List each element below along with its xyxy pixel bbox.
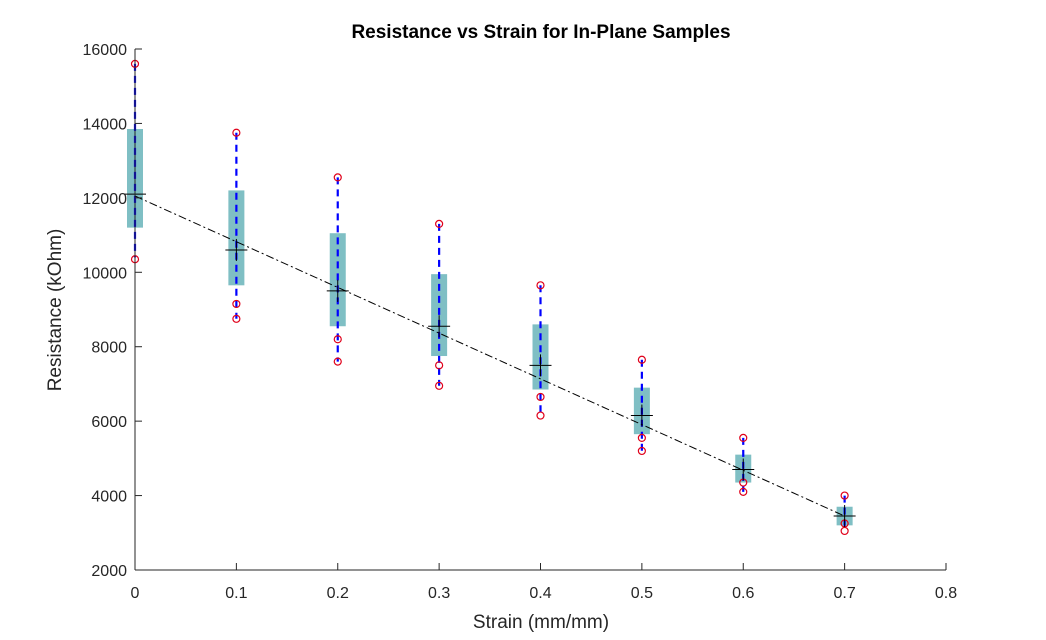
y-tick-label-2: 6000 <box>91 414 127 431</box>
y-axis-label: Resistance (kOhm) <box>45 229 66 392</box>
x-tick-label-6: 0.6 <box>732 585 754 602</box>
outlier-marker-4-0 <box>536 281 545 290</box>
outlier-marker-3-1 <box>435 361 444 370</box>
y-ticks: 2000 4000 6000 8000 10000 12000 14000 16000 <box>83 42 142 580</box>
y-tick-label-1: 4000 <box>91 489 127 506</box>
y-tick-label-6: 14000 <box>83 116 128 133</box>
mean-marker-3 <box>428 315 451 338</box>
outlier-marker-2-1 <box>333 335 342 344</box>
plot-area <box>124 59 856 536</box>
y-tick-label-5: 12000 <box>83 191 128 208</box>
box-3 <box>431 274 448 357</box>
fit-line <box>134 195 845 517</box>
box-group-3 <box>431 219 448 390</box>
x-tick-label-5: 0.5 <box>631 585 653 602</box>
y-tick-label-0: 2000 <box>91 563 127 580</box>
y-tick-label-7: 16000 <box>83 42 128 59</box>
box-group-1 <box>228 128 245 323</box>
outlier-marker-6-2 <box>739 487 748 496</box>
box-group-2 <box>329 173 346 366</box>
x-tick-label-1: 0.1 <box>225 585 247 602</box>
outlier-marker-7-0 <box>840 491 849 500</box>
outlier-marker-7-2 <box>840 526 849 536</box>
box-group-4 <box>532 281 549 420</box>
x-tick-label-7: 0.7 <box>834 585 856 602</box>
mean-marker-2 <box>326 279 349 302</box>
outlier-marker-2-2 <box>333 357 342 366</box>
x-tick-label-3: 0.3 <box>428 585 450 602</box>
outlier-marker-3-0 <box>435 219 444 229</box>
mean-marker-7 <box>833 505 856 528</box>
outlier-marker-2-0 <box>333 173 342 182</box>
x-axis-label: Strain (mm/mm) <box>473 612 609 633</box>
chart-title: Resistance vs Strain for In-Plane Sample… <box>351 22 730 43</box>
mean-marker-5 <box>630 404 653 427</box>
outlier-marker-5-2 <box>637 446 646 456</box>
outlier-marker-1-0 <box>232 128 241 137</box>
x-tick-label-4: 0.4 <box>529 585 551 602</box>
y-tick-label-3: 8000 <box>91 340 127 357</box>
outlier-marker-4-2 <box>536 411 545 420</box>
box-1 <box>228 190 245 286</box>
outlier-marker-1-1 <box>232 299 241 309</box>
y-tick-label-4: 10000 <box>83 265 128 282</box>
outlier-marker-4-1 <box>536 392 545 402</box>
x-tick-label-8: 0.8 <box>935 585 957 602</box>
mean-marker-6 <box>732 458 755 481</box>
outlier-marker-1-2 <box>232 314 241 323</box>
x-tick-label-0: 0 <box>131 585 140 602</box>
outlier-marker-3-2 <box>435 381 444 390</box>
x-tick-label-2: 0.2 <box>327 585 349 602</box>
x-ticks: 0 0.1 0.2 0.3 0.4 0.5 0.6 0.7 0.8 <box>131 563 957 602</box>
outlier-marker-6-0 <box>739 433 748 442</box>
outlier-marker-5-0 <box>637 355 646 364</box>
mean-marker-4 <box>529 354 552 377</box>
outlier-marker-5-1 <box>637 433 646 442</box>
mean-marker-1 <box>225 238 248 261</box>
